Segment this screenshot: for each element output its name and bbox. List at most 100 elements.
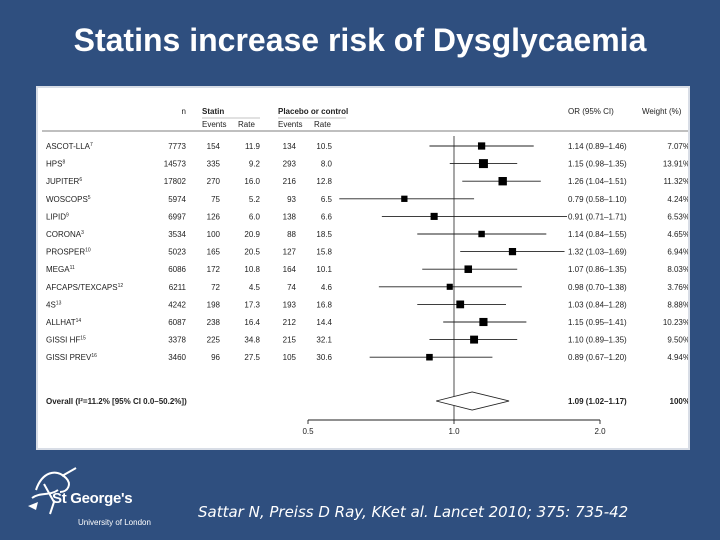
study-statin-rate: 27.5: [244, 353, 260, 362]
study-n: 6211: [169, 283, 187, 292]
study-name: ASCOT-LLA7: [46, 142, 93, 151]
study-weight: 7.07%: [667, 142, 688, 151]
header-statin: Statin: [202, 107, 224, 116]
study-or-text: 1.14 (0.89–1.46): [568, 142, 627, 151]
study-weight: 6.53%: [667, 212, 688, 221]
overall-label: Overall (I²=11.2% [95% CI 0.0–50.2%]): [46, 397, 187, 406]
study-estimate-marker: [508, 247, 517, 256]
study-statin-events: 96: [211, 353, 220, 362]
study-n: 7773: [168, 142, 186, 151]
study-or-text: 1.07 (0.86–1.35): [568, 265, 627, 274]
study-name: MEGA11: [46, 265, 75, 274]
header-statin-events: Events: [202, 120, 226, 129]
header-weight: Weight (%): [642, 107, 682, 116]
study-placebo-rate: 15.8: [316, 248, 332, 257]
study-weight: 3.76%: [667, 283, 688, 292]
study-weight: 4.94%: [667, 353, 688, 362]
study-estimate-marker: [477, 142, 486, 150]
overall-diamond: [436, 391, 510, 411]
study-placebo-rate: 16.8: [316, 300, 332, 309]
study-weight: 8.88%: [667, 300, 688, 309]
study-name: GISSI PREV16: [46, 353, 97, 362]
study-or-text: 0.91 (0.71–1.71): [568, 212, 627, 221]
study-statin-events: 165: [207, 248, 221, 257]
study-name: GISSI HF15: [46, 336, 86, 345]
study-statin-events: 335: [207, 160, 221, 169]
overall-or-text: 1.09 (1.02–1.17): [568, 397, 627, 406]
study-n: 6087: [168, 318, 186, 327]
study-statin-rate: 20.5: [244, 248, 260, 257]
study-estimate-marker: [456, 300, 465, 309]
study-n: 5974: [168, 195, 186, 204]
study-or-text: 0.98 (0.70–1.38): [568, 283, 627, 292]
study-placebo-rate: 10.1: [316, 265, 332, 274]
study-estimate-marker: [426, 353, 433, 361]
study-n: 17802: [164, 177, 187, 186]
study-estimate-marker: [464, 265, 473, 273]
study-statin-events: 100: [207, 230, 221, 239]
study-estimate-marker: [401, 195, 408, 202]
study-statin-rate: 5.2: [249, 195, 261, 204]
study-estimate-marker: [446, 283, 453, 290]
study-placebo-events: 88: [287, 230, 296, 239]
study-weight: 13.91%: [663, 160, 688, 169]
header-placebo-rate: Rate: [314, 120, 331, 129]
study-statin-rate: 4.5: [249, 283, 261, 292]
study-statin-events: 75: [211, 195, 220, 204]
study-placebo-rate: 4.6: [321, 283, 333, 292]
overall-weight: 100%: [670, 397, 688, 406]
logo-subtitle: University of London: [78, 518, 151, 527]
study-statin-events: 72: [211, 283, 220, 292]
study-statin-rate: 17.3: [244, 300, 260, 309]
study-or-text: 1.14 (0.84–1.55): [568, 230, 627, 239]
study-n: 3460: [168, 353, 186, 362]
study-statin-rate: 6.0: [249, 212, 261, 221]
study-weight: 8.03%: [667, 265, 688, 274]
study-placebo-rate: 32.1: [316, 336, 332, 345]
st-georges-logo-icon: [28, 467, 77, 515]
study-or-text: 1.03 (0.84–1.28): [568, 300, 627, 309]
study-placebo-rate: 10.5: [316, 142, 332, 151]
study-or-text: 1.15 (0.98–1.35): [568, 160, 627, 169]
study-or-text: 0.89 (0.67–1.20): [568, 353, 627, 362]
study-placebo-events: 216: [283, 177, 297, 186]
study-n: 6086: [168, 265, 186, 274]
study-placebo-events: 164: [283, 265, 297, 274]
study-weight: 6.94%: [667, 248, 688, 257]
study-placebo-events: 293: [283, 160, 297, 169]
study-n: 3534: [168, 230, 186, 239]
study-statin-events: 198: [207, 300, 221, 309]
study-statin-rate: 34.8: [244, 336, 260, 345]
study-statin-rate: 20.9: [244, 230, 260, 239]
study-name: AFCAPS/TEXCAPS12: [46, 283, 123, 292]
study-weight: 9.50%: [667, 336, 688, 345]
header-n: n: [182, 107, 186, 116]
study-estimate-marker: [470, 335, 479, 344]
study-statin-rate: 9.2: [249, 160, 261, 169]
study-placebo-events: 134: [283, 142, 297, 151]
study-name: ALLHAT14: [46, 318, 81, 327]
forest-plot-figure: n Statin Placebo or control Events Rate Event…: [36, 86, 690, 450]
logo-name: St George's: [52, 490, 133, 507]
study-weight: 4.65%: [667, 230, 688, 239]
study-statin-events: 238: [207, 318, 221, 327]
slide-title: Statins increase risk of Dysglycaemia: [73, 22, 647, 58]
study-placebo-events: 193: [283, 300, 297, 309]
study-placebo-events: 93: [287, 195, 296, 204]
study-estimate-marker: [478, 230, 485, 238]
study-weight: 11.32%: [663, 177, 688, 186]
study-statin-rate: 11.9: [245, 142, 261, 151]
header-or: OR (95% CI): [568, 107, 614, 116]
study-n: 4242: [168, 300, 186, 309]
study-name: 4S13: [46, 300, 62, 309]
x-tick-label: 2.0: [594, 427, 606, 436]
study-placebo-rate: 6.5: [321, 195, 333, 204]
study-or-text: 0.79 (0.58–1.10): [568, 195, 627, 204]
study-statin-events: 225: [207, 336, 221, 345]
study-estimate-marker: [478, 159, 488, 169]
study-n: 3378: [168, 336, 186, 345]
study-statin-events: 154: [207, 142, 221, 151]
header-placebo-events: Events: [278, 120, 302, 129]
study-name: CORONA3: [46, 230, 84, 239]
study-weight: 10.23%: [663, 318, 688, 327]
